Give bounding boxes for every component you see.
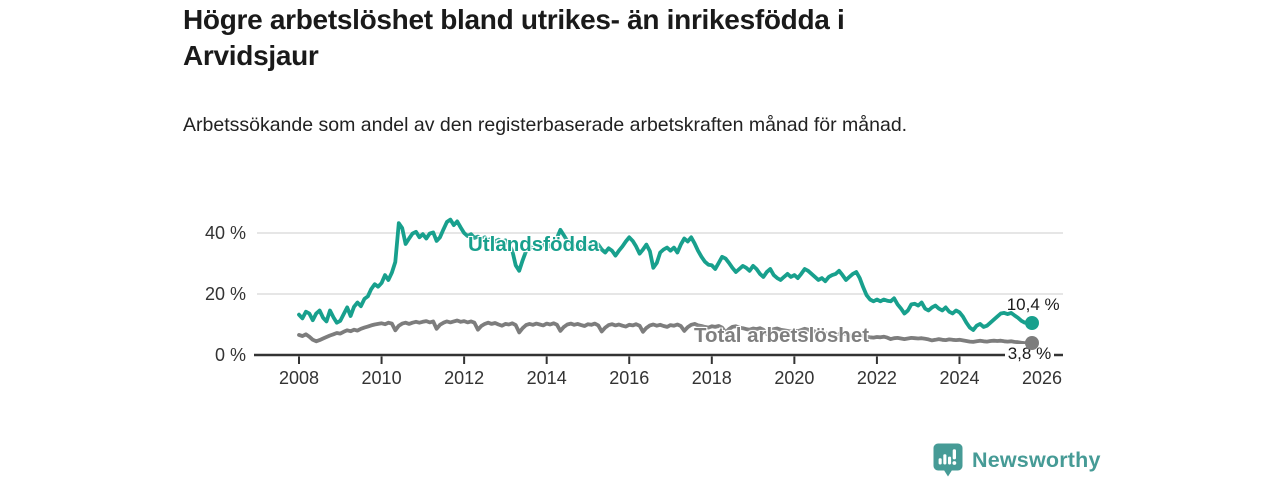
series-line-total [297,318,1034,346]
end-value-label-total: 3,8 % [1004,344,1055,365]
newsworthy-logo: Newsworthy [933,443,1101,477]
series-line-utlandsfodda [297,217,1034,332]
y-tick-label: 20 % [205,284,246,304]
x-tick-label: 2018 [692,368,732,388]
x-tick-label: 2016 [609,368,649,388]
chart-title: Högre arbetslöshet bland utrikes- än inr… [183,4,845,71]
gridlines [257,232,1063,295]
newsworthy-icon [933,443,963,477]
x-tick-label: 2026 [1022,368,1062,388]
x-tick-label: 2024 [939,368,979,388]
x-tick-label: 2012 [444,368,484,388]
x-tick-label: 2020 [774,368,814,388]
newsworthy-wordmark: Newsworthy [972,447,1101,472]
data-series [297,217,1034,346]
x-tick-label: 2022 [857,368,897,388]
y-tick-label: 40 % [205,223,246,243]
x-tick-label: 2008 [279,368,319,388]
end-dot-total [1024,336,1039,351]
x-tick-label: 2010 [362,368,402,388]
y-tick-label: 0 % [215,345,246,365]
x-tick-label: 2014 [527,368,567,388]
end-dot-utlandsfodda [1024,316,1039,331]
end-value-label-utlandsfodda: 10,4 % [1006,295,1060,315]
x-axis [254,353,1063,364]
chart-subtitle: Arbetssökande som andel av den registerb… [183,114,908,136]
series-label-total-arbetsloshet: Total arbetslöshet [694,324,870,347]
series-label-utlandsfodda: Utlandsfödda [468,233,599,256]
axis-tick-labels: 0 % 20 % 40 % 2008 2010 2012 2014 2016 2018 2020 2… [205,223,1062,388]
